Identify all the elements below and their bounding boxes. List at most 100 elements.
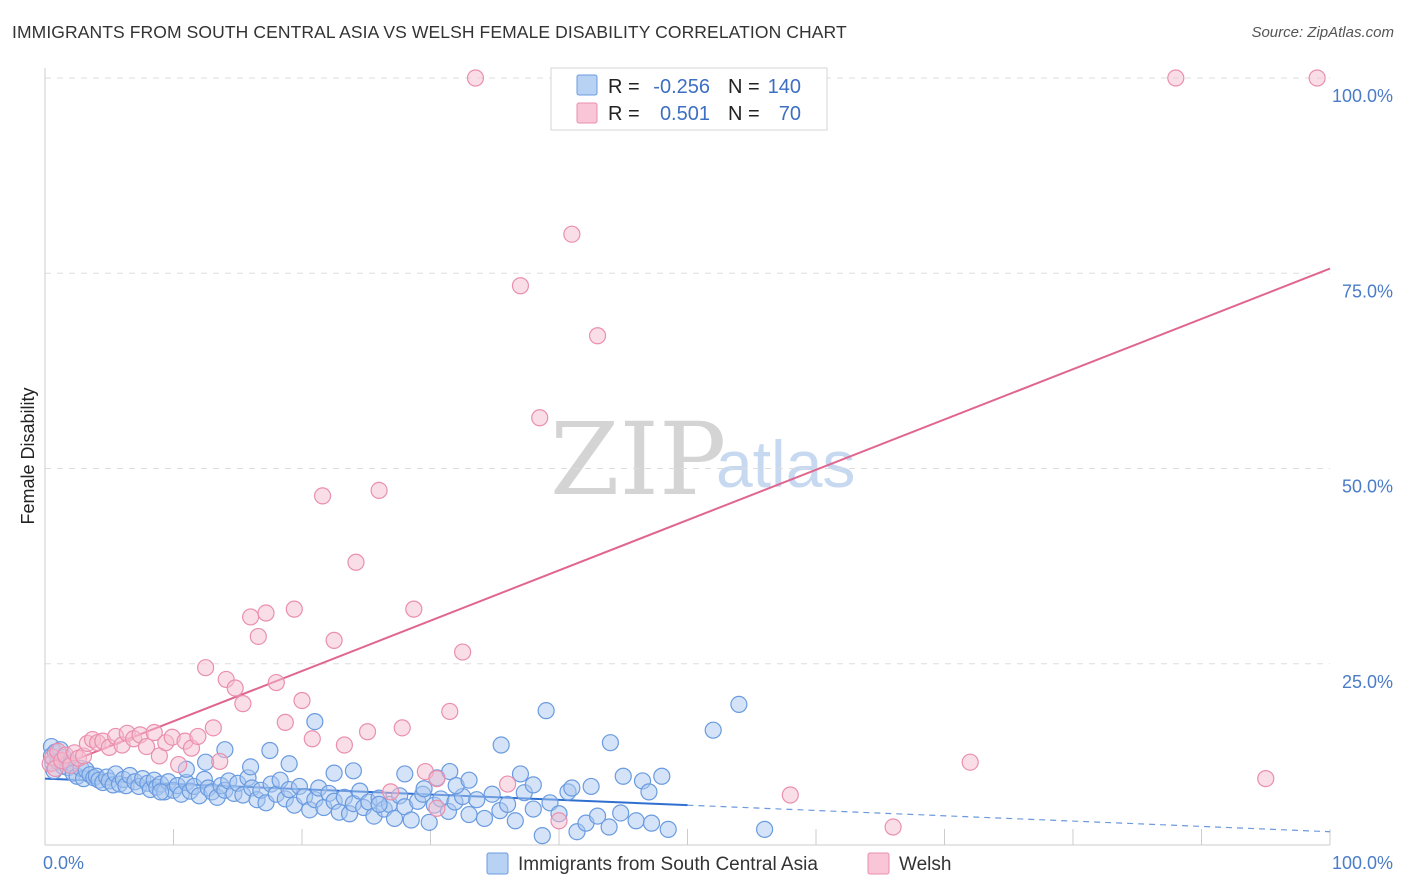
pink-point-53 (428, 799, 446, 817)
pink-point-42 (303, 730, 321, 748)
blue-point-140 (653, 767, 671, 785)
blue-point-113 (588, 807, 607, 825)
blue-point-114 (600, 818, 618, 836)
legend-pink-swatch (867, 852, 890, 875)
blue-point-99 (468, 791, 486, 809)
pink-point-28 (189, 727, 207, 746)
blue-point-116 (627, 812, 645, 830)
blue-point-145 (242, 758, 260, 776)
pink-point-67 (961, 753, 979, 771)
blue-point-115 (612, 804, 630, 822)
stats-blue-r-value: -0.256 (653, 76, 710, 98)
blue-point-146 (280, 755, 298, 773)
pink-point-62 (588, 327, 607, 345)
pink-point-51 (405, 600, 423, 618)
pink-point-65 (781, 786, 799, 804)
stats-pink-r-value: 0.501 (660, 103, 710, 125)
pink-point-44 (325, 631, 343, 649)
blue-point-100 (475, 809, 494, 828)
blue-point-141 (704, 721, 722, 739)
stats-blue-swatch (576, 74, 598, 96)
blue-point-117 (642, 814, 661, 832)
y-tick-label-0: 25.0% (1342, 672, 1393, 692)
x-tick-label-1: 100.0% (1332, 853, 1393, 873)
blue-point-118 (659, 820, 677, 838)
pink-point-56 (466, 69, 485, 87)
blue-point-132 (524, 776, 542, 794)
blue-point-92 (420, 813, 438, 831)
legend-pink-label: Welsh (899, 854, 951, 875)
blue-point-103 (499, 795, 517, 813)
pink-point-43 (313, 487, 332, 505)
pink-point-39 (276, 713, 294, 731)
pink-point-50 (393, 719, 411, 737)
blue-point-129 (460, 771, 478, 789)
pink-point-60 (550, 812, 568, 830)
blue-point-134 (563, 779, 581, 797)
stats-blue-r-label: R = (608, 76, 640, 98)
stats-pink-n-value: 70 (779, 103, 801, 125)
y-tick-label-2: 75.0% (1342, 281, 1393, 301)
blue-point-98 (460, 805, 478, 824)
stats-pink-n-label: N = (728, 103, 760, 125)
gridlines (45, 77, 1330, 665)
blue-point-130 (492, 736, 510, 754)
series-pink-points (41, 69, 1326, 836)
pink-point-46 (347, 553, 365, 571)
blue-point-123 (344, 762, 362, 780)
pink-point-54 (441, 702, 459, 721)
blue-point-121 (306, 712, 324, 731)
blue-point-106 (524, 800, 542, 818)
y-axis-label: Female Disability (18, 387, 38, 524)
trend-line-pink (44, 267, 1331, 773)
pink-point-20 (137, 737, 156, 756)
y-tick-label-1: 50.0% (1342, 477, 1393, 497)
pink-point-49 (382, 783, 400, 801)
pink-point-36 (249, 627, 267, 646)
blue-point-120 (261, 741, 279, 760)
blue-point-142 (730, 695, 748, 714)
x-tick-label-0: 0.0% (43, 853, 84, 873)
pink-point-40 (285, 600, 303, 618)
pink-point-48 (370, 481, 388, 499)
blue-point-131 (511, 765, 530, 783)
source-credit: Source: ZipAtlas.com (1251, 24, 1394, 41)
pink-point-38 (267, 673, 285, 692)
pink-point-55 (454, 643, 472, 661)
blue-point-135 (582, 777, 600, 796)
pink-point-31 (211, 752, 229, 771)
blue-point-147 (370, 795, 388, 813)
pink-point-58 (511, 277, 530, 295)
pink-point-45 (335, 736, 354, 754)
blue-point-122 (325, 764, 343, 782)
legend-blue-label: Immigrants from South Central Asia (518, 854, 818, 875)
stats-box: R = -0.256 N = 140 R = 0.501 N = 70 (550, 67, 828, 131)
blue-point-124 (396, 765, 414, 783)
pink-point-61 (563, 225, 581, 243)
pink-point-41 (293, 691, 311, 710)
y-tick-label-3: 100.0% (1332, 86, 1393, 106)
pink-point-57 (499, 775, 517, 793)
pink-point-47 (358, 723, 377, 741)
pink-point-71 (428, 770, 446, 788)
trend-lines (44, 267, 1331, 833)
pink-point-70 (1308, 69, 1326, 87)
pink-point-25 (170, 755, 188, 774)
pink-point-34 (234, 695, 252, 713)
pink-point-29 (197, 659, 215, 677)
blue-point-148 (152, 783, 170, 801)
blue-point-89 (402, 811, 420, 829)
pink-point-68 (1167, 69, 1185, 87)
blue-point-136 (601, 734, 620, 752)
trend-line-blue-dashed (687, 804, 1331, 833)
pink-point-30 (204, 719, 222, 737)
pink-point-66 (884, 818, 902, 836)
stats-pink-swatch (576, 102, 598, 124)
pink-point-21 (145, 723, 163, 742)
blue-point-86 (385, 809, 404, 828)
axes (44, 68, 1331, 846)
watermark-atlas: atlas (716, 427, 855, 501)
stats-pink-r-label: R = (608, 103, 640, 125)
pink-point-59 (531, 409, 549, 427)
pink-point-35 (242, 608, 260, 626)
